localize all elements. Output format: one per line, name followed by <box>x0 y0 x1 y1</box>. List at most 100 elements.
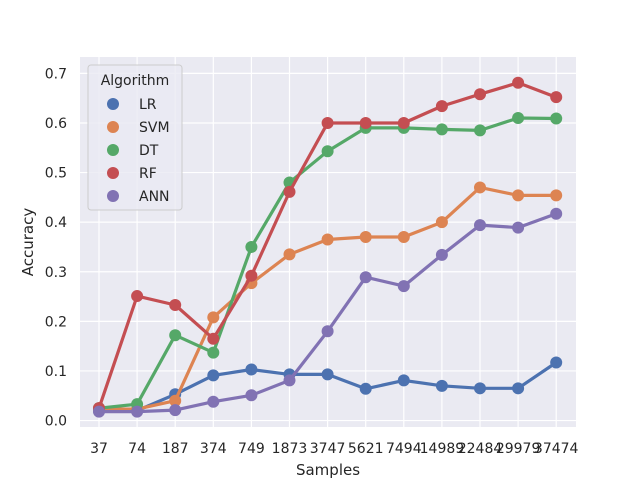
point-ann <box>283 374 296 387</box>
x-tick-label: 749 <box>238 441 265 457</box>
point-lr <box>207 369 220 382</box>
point-svm <box>435 216 448 229</box>
point-lr <box>397 374 410 387</box>
point-ann <box>359 271 372 284</box>
legend-marker-rf <box>107 167 119 179</box>
point-lr <box>435 379 448 392</box>
point-dt <box>169 329 182 342</box>
point-ann <box>245 389 258 402</box>
x-axis-label: Samples <box>296 461 360 479</box>
point-dt <box>321 145 334 158</box>
legend-marker-ann <box>107 190 119 202</box>
point-svm <box>207 311 220 324</box>
legend-label-lr: LR <box>139 97 157 113</box>
point-lr <box>321 368 334 381</box>
point-ann <box>512 221 525 234</box>
y-tick-label: 0.0 <box>45 414 67 430</box>
point-ann <box>474 219 486 232</box>
point-dt <box>245 240 258 253</box>
y-axis-label: Accuracy <box>19 208 37 277</box>
point-rf <box>359 116 372 129</box>
point-svm <box>550 189 563 202</box>
legend-label-dt: DT <box>139 143 159 159</box>
point-ann <box>207 395 220 408</box>
point-dt <box>474 124 486 137</box>
y-tick-label: 0.7 <box>45 66 67 82</box>
point-rf <box>321 116 334 129</box>
point-ann <box>131 405 144 418</box>
legend-items: LR SVM DT RF ANN <box>107 97 170 205</box>
x-tick-label: 29979 <box>496 441 541 457</box>
x-tick-label: 14989 <box>420 441 465 457</box>
legend-label-rf: RF <box>139 166 157 182</box>
point-rf <box>283 185 296 198</box>
legend-item-ann: ANN <box>107 189 170 205</box>
point-ann <box>550 207 563 220</box>
point-svm <box>169 394 182 407</box>
point-dt <box>512 112 525 125</box>
x-tick-label: 3747 <box>310 441 346 457</box>
y-tick-label: 0.3 <box>45 265 67 281</box>
point-dt <box>435 123 448 136</box>
y-tick-label: 0.5 <box>45 166 67 182</box>
legend-item-dt: DT <box>107 143 159 159</box>
legend-marker-svm <box>107 121 119 133</box>
point-rf <box>207 332 220 345</box>
point-lr <box>245 363 258 376</box>
point-lr <box>512 382 525 395</box>
point-rf <box>474 88 486 101</box>
y-tick-label: 0.4 <box>45 215 67 231</box>
point-rf <box>245 269 258 282</box>
point-ann <box>93 405 105 418</box>
y-tick-label: 0.1 <box>45 364 67 380</box>
x-tick-label: 5621 <box>348 441 384 457</box>
point-svm <box>321 233 334 246</box>
point-svm <box>283 248 296 261</box>
point-svm <box>474 181 486 194</box>
point-rf <box>397 116 410 129</box>
series-rf <box>93 76 563 415</box>
point-ann <box>397 280 410 293</box>
legend-item-svm: SVM <box>107 120 170 136</box>
point-lr <box>359 382 372 395</box>
point-lr <box>550 356 563 369</box>
legend-item-rf: RF <box>107 166 157 182</box>
x-tick-label: 22484 <box>458 441 503 457</box>
x-tick-label: 37 <box>90 441 108 457</box>
y-tick-label: 0.2 <box>45 314 67 330</box>
x-tick-labels: 37 74 187 374 749 1873 3747 5621 749414989224842… <box>90 441 578 457</box>
point-rf <box>169 298 182 311</box>
point-lr <box>474 382 486 395</box>
point-ann <box>321 325 334 338</box>
legend-title: Algorithm <box>101 73 170 89</box>
legend-label-svm: SVM <box>139 120 170 136</box>
x-tick-label: 7494 <box>386 441 422 457</box>
point-rf <box>512 76 525 89</box>
point-rf <box>435 100 448 113</box>
x-tick-label: 374 <box>200 441 227 457</box>
legend-label-ann: ANN <box>139 189 170 205</box>
point-dt <box>550 112 563 125</box>
point-rf <box>550 91 563 104</box>
x-tick-label: 187 <box>162 441 189 457</box>
series-ann <box>93 207 563 418</box>
legend: Algorithm LR SVM DT RF ANN <box>87 64 183 211</box>
legend-item-lr: LR <box>107 97 157 113</box>
point-svm <box>359 231 372 244</box>
point-ann <box>435 248 448 261</box>
y-tick-label: 0.6 <box>45 116 67 132</box>
x-tick-label: 74 <box>128 441 146 457</box>
y-tick-labels: 0.0 0.1 0.2 0.3 0.4 0.5 0.6 0.7 <box>45 66 67 429</box>
legend-marker-dt <box>107 144 119 156</box>
point-svm <box>512 189 525 202</box>
point-dt <box>207 346 220 359</box>
legend-marker-lr <box>107 98 119 110</box>
point-ann <box>169 404 182 417</box>
series-group <box>93 76 563 418</box>
x-tick-label: 1873 <box>272 441 308 457</box>
x-tick-label: 37474 <box>534 441 579 457</box>
point-svm <box>397 231 410 244</box>
point-rf <box>131 290 144 303</box>
